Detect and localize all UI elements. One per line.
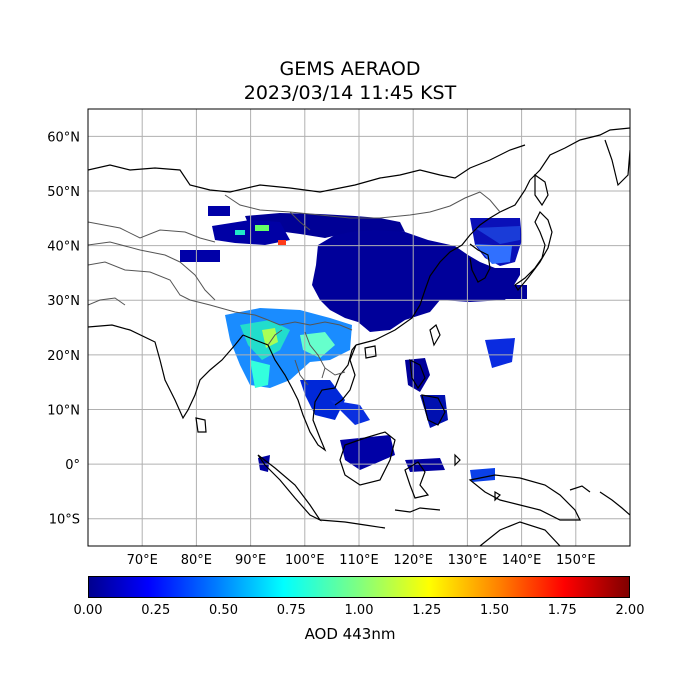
map-timestamp: 2023/03/14 11:45 KST [243, 82, 457, 104]
colorbar-tick-label: 0.50 [209, 603, 238, 618]
aod-region-bay-bengal [250, 360, 270, 388]
aod-region-gulf-thailand [300, 380, 345, 420]
lat-tick-label: 60°N [47, 130, 80, 145]
aod-hotspot-cyan [235, 230, 245, 235]
aod-hotspot-green [255, 225, 269, 231]
lat-tick-label: 10°N [47, 403, 80, 418]
aod-region-northeast [475, 226, 520, 244]
colorbar-tick-label: 0.25 [141, 603, 171, 618]
aod-region-sulawesi-sea [405, 458, 445, 472]
aod-region-new-guinea [470, 468, 495, 482]
lat-tick-label: 40°N [47, 240, 80, 255]
gridlines [88, 109, 630, 546]
colorbar-tick-label: 1.25 [412, 603, 442, 618]
lat-tick-label: 20°N [47, 349, 80, 364]
aod-region-laos [300, 332, 335, 358]
aod-region-borneo [340, 435, 395, 470]
aod-patch-west [180, 250, 220, 262]
aod-patch-northwest [208, 206, 230, 216]
colorbar-tick-label: 2.00 [615, 603, 645, 618]
colorbar-tick-label: 1.50 [480, 603, 509, 618]
aod-region-south-china-sea [330, 400, 370, 425]
lat-tick-label: 10°S [49, 513, 80, 528]
colorbar-tick-label: 0.00 [73, 603, 103, 618]
map-frame [87, 108, 631, 547]
lon-tick-label: 120°E [393, 553, 433, 568]
aod-hotspot-red [278, 240, 286, 245]
lon-tick-label: 80°E [181, 553, 212, 568]
aod-data-layer [180, 206, 527, 482]
colorbar-label: AOD 443nm [304, 625, 396, 643]
coastlines [88, 127, 630, 546]
lon-tick-label: 100°E [285, 553, 325, 568]
lat-tick-label: 50°N [47, 185, 80, 200]
lon-tick-label: 90°E [235, 553, 266, 568]
lat-tick-label: 0° [65, 458, 80, 473]
aod-hotspot-yellowgreen [262, 328, 278, 348]
lon-tick-label: 130°E [448, 553, 488, 568]
longitude-labels: 70°E 80°E 90°E 100°E 110°E 120°E 130°E 140°E 150… [127, 553, 596, 568]
lon-tick-label: 110°E [339, 553, 379, 568]
lon-tick-label: 140°E [502, 553, 542, 568]
colorbar-tick-label: 0.75 [276, 603, 306, 618]
aod-region-china [312, 228, 520, 332]
latitude-labels: 60°N 50°N 40°N 30°N 20°N 10°N 0° 10°S [47, 130, 80, 527]
colorbar-tick-label: 1.75 [547, 603, 577, 618]
lat-tick-label: 30°N [47, 294, 80, 309]
map-title: GEMS AERAOD [279, 58, 421, 80]
colorbar [88, 576, 630, 598]
aod-region-yellow-sea [475, 244, 512, 264]
aod-region-pacific [485, 338, 515, 368]
lon-tick-label: 150°E [556, 553, 596, 568]
country-borders [88, 191, 501, 386]
colorbar-tick-label: 1.00 [344, 603, 374, 618]
lon-tick-label: 70°E [127, 553, 158, 568]
